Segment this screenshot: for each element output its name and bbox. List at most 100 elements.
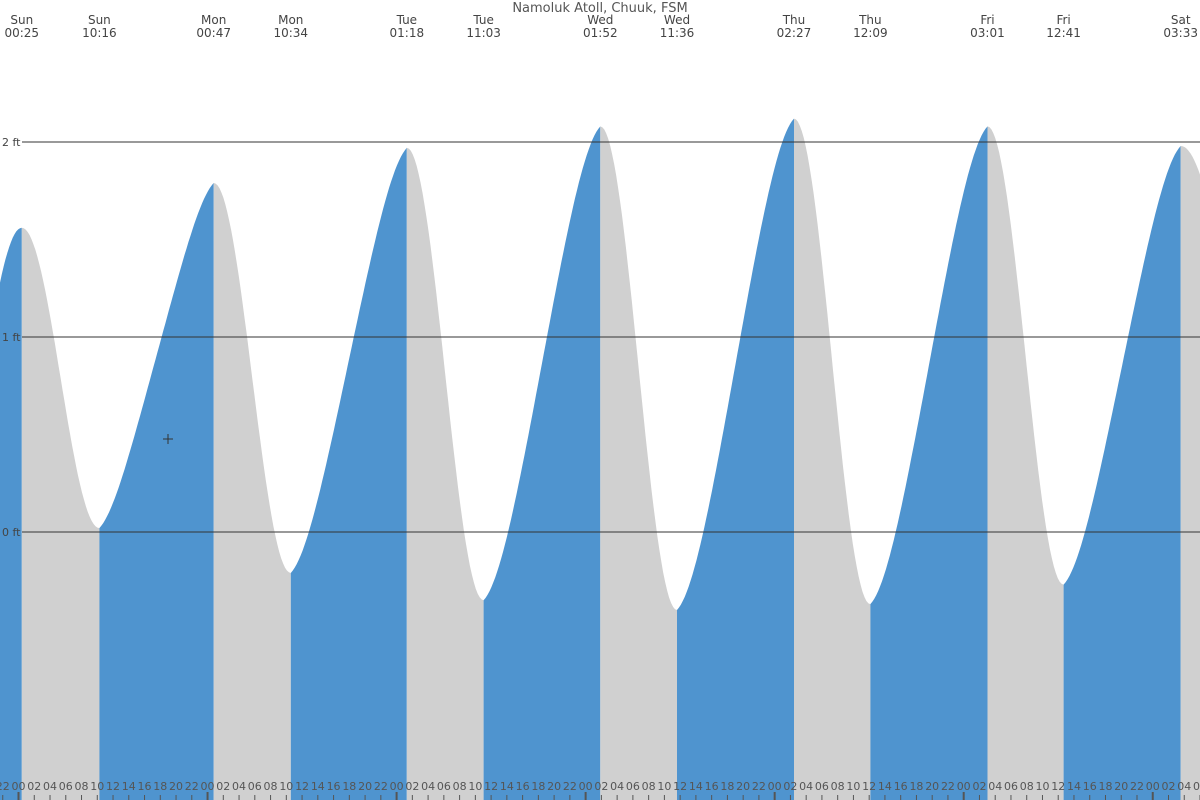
tide-day-label: Mon — [278, 13, 303, 27]
hour-tick-label: 00 — [201, 780, 215, 793]
hour-tick-label: 02 — [405, 780, 419, 793]
hour-tick-label: 14 — [122, 780, 136, 793]
hour-tick-label: 22 — [941, 780, 955, 793]
hour-tick-label: 00 — [957, 780, 971, 793]
hour-tick-label: 16 — [138, 780, 152, 793]
tide-day-label: Mon — [201, 13, 226, 27]
tide-time-label: 01:18 — [390, 26, 425, 40]
hour-tick-label: 12 — [862, 780, 876, 793]
hour-tick-label: 18 — [720, 780, 734, 793]
hour-tick-label: 02 — [972, 780, 986, 793]
hour-tick-label: 22 — [1130, 780, 1144, 793]
rising-tide-area — [99, 182, 214, 800]
falling-tide-area — [406, 147, 484, 800]
hour-tick-label: 20 — [169, 780, 183, 793]
tide-day-label: Sat — [1171, 13, 1191, 27]
hour-tick-label: 00 — [579, 780, 593, 793]
hour-tick-label: 04 — [799, 780, 813, 793]
tide-day-label: Thu — [858, 13, 882, 27]
tide-day-label: Fri — [980, 13, 994, 27]
hour-tick-label: 22 — [563, 780, 577, 793]
hour-tick-label: 10 — [657, 780, 671, 793]
hour-tick-label: 22 — [752, 780, 766, 793]
hour-tick-label: 06 — [248, 780, 262, 793]
hour-tick-label: 22 — [0, 780, 10, 793]
tide-time-label: 12:09 — [853, 26, 888, 40]
hour-tick-label: 16 — [705, 780, 719, 793]
hour-tick-label: 10 — [90, 780, 104, 793]
hour-tick-label: 08 — [642, 780, 656, 793]
hour-tick-label: 20 — [358, 780, 372, 793]
falling-tide-area — [794, 118, 871, 800]
hour-tick-label: 06 — [626, 780, 640, 793]
hour-tick-label: 14 — [1067, 780, 1081, 793]
hour-tick-label: 04 — [610, 780, 624, 793]
tide-time-label: 02:27 — [777, 26, 812, 40]
hour-tick-label: 08 — [831, 780, 845, 793]
rising-tide-area — [290, 147, 407, 800]
hour-tick-label: 02 — [1161, 780, 1175, 793]
y-axis-labels: 0 ft 1 ft 2 ft — [2, 136, 21, 539]
hour-tick-label: 14 — [689, 780, 703, 793]
hour-tick-label: 08 — [75, 780, 89, 793]
hour-tick-label: 06 — [437, 780, 451, 793]
hour-tick-label: 02 — [27, 780, 41, 793]
hour-tick-label: 06 — [815, 780, 829, 793]
falling-tide-area — [21, 227, 100, 800]
hour-tick-label: 04 — [43, 780, 57, 793]
tide-day-label: Sun — [88, 13, 111, 27]
hour-tick-label: 12 — [106, 780, 120, 793]
hour-tick-label: 20 — [547, 780, 561, 793]
tide-time-label: 11:03 — [466, 26, 501, 40]
tide-time-label: 03:33 — [1163, 26, 1198, 40]
tide-areas — [0, 118, 1200, 800]
tide-time-label: 00:25 — [4, 26, 39, 40]
hour-tick-label: 04 — [988, 780, 1002, 793]
grid-lines — [22, 141, 1200, 533]
hour-tick-label: 14 — [878, 780, 892, 793]
hour-tick-label: 14 — [311, 780, 325, 793]
hour-tick-label: 22 — [374, 780, 388, 793]
hour-tick-label: 16 — [1083, 780, 1097, 793]
hour-tick-label: 00 — [1146, 780, 1160, 793]
tide-day-label: Tue — [472, 13, 494, 27]
tide-time-label: 10:34 — [273, 26, 308, 40]
y-tick-label: 2 ft — [2, 136, 21, 149]
hour-tick-label: 06 — [1193, 780, 1200, 793]
hour-tick-label: 18 — [909, 780, 923, 793]
hour-tick-label: 12 — [673, 780, 687, 793]
hour-tick-label: 20 — [925, 780, 939, 793]
hour-tick-label: 10 — [1035, 780, 1049, 793]
hour-tick-label: 12 — [484, 780, 498, 793]
falling-tide-area — [600, 126, 677, 800]
hour-tick-label: 04 — [1177, 780, 1191, 793]
rising-tide-area — [0, 227, 22, 800]
hour-tick-label: 00 — [390, 780, 404, 793]
hour-tick-label: 18 — [1098, 780, 1112, 793]
hour-ticks: 2200020406081012141618202200020406081012… — [0, 780, 1200, 800]
hour-tick-label: 04 — [232, 780, 246, 793]
y-tick-label: 0 ft — [2, 526, 21, 539]
hour-tick-label: 08 — [264, 780, 278, 793]
tide-time-label: 03:01 — [970, 26, 1005, 40]
hour-tick-label: 10 — [468, 780, 482, 793]
hour-tick-label: 06 — [1004, 780, 1018, 793]
hour-tick-label: 18 — [153, 780, 167, 793]
rising-tide-area — [677, 118, 794, 800]
hour-tick-label: 10 — [279, 780, 293, 793]
hour-tick-label: 04 — [421, 780, 435, 793]
hour-tick-label: 16 — [894, 780, 908, 793]
cursor-crosshair-icon — [163, 434, 173, 444]
y-tick-label: 1 ft — [2, 331, 21, 344]
rising-tide-area — [483, 126, 601, 800]
tide-day-label: Wed — [587, 13, 613, 27]
tide-day-label: Tue — [396, 13, 418, 27]
tide-time-label: 01:52 — [583, 26, 618, 40]
hour-tick-label: 20 — [1114, 780, 1128, 793]
hour-tick-label: 00 — [768, 780, 782, 793]
tide-day-label: Fri — [1056, 13, 1070, 27]
tide-day-label: Thu — [782, 13, 806, 27]
hour-tick-label: 08 — [1020, 780, 1034, 793]
hour-tick-label: 02 — [783, 780, 797, 793]
rising-tide-area — [870, 126, 988, 800]
